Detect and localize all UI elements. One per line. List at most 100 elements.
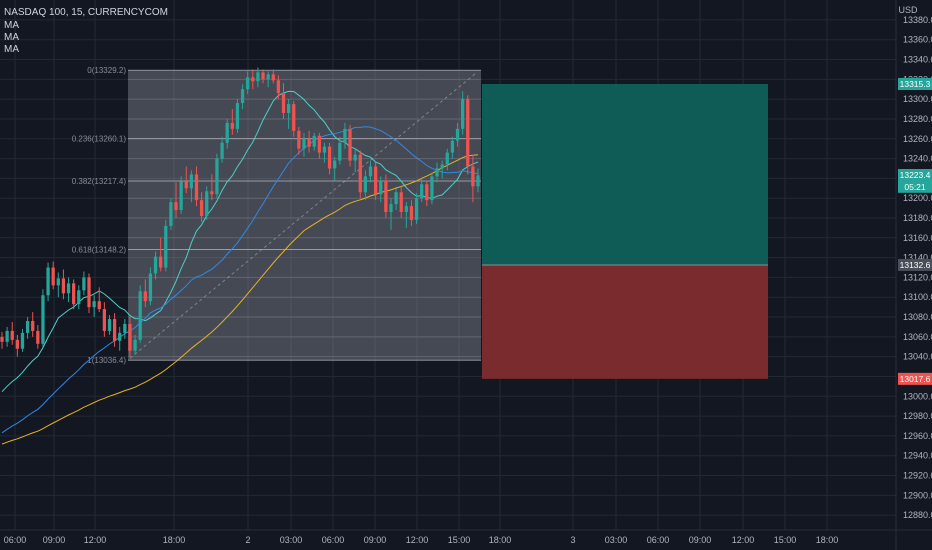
candle-body — [189, 174, 194, 189]
candle-body — [435, 168, 439, 177]
candle-body — [148, 273, 153, 302]
candle-body — [15, 339, 19, 349]
candle-body — [82, 277, 86, 291]
candle-body — [466, 99, 470, 167]
candle-body — [322, 146, 327, 153]
candle-body — [476, 175, 480, 187]
candle-body — [220, 142, 224, 159]
candle-body — [389, 204, 393, 213]
price-tag — [898, 180, 932, 193]
fib-retracement[interactable]: 0(13329.2) 0.236(13260.1) 0.382(13217.4) 0.… — [72, 66, 481, 365]
candle-body — [194, 174, 199, 201]
time-tick-label: 06:00 — [4, 535, 27, 545]
candle-body — [302, 138, 306, 149]
candle-body — [10, 330, 14, 340]
price-tick-label: 12960.0 — [903, 431, 932, 441]
candle-body — [235, 103, 240, 129]
price-tag-label: 13132.6 — [900, 260, 931, 270]
time-tick-label: 18:00 — [489, 535, 512, 545]
price-tick-label: 13000.0 — [903, 391, 932, 401]
candle-body — [297, 130, 301, 149]
candle-body — [394, 192, 398, 205]
candle-body — [102, 309, 107, 331]
indicator-ma-2[interactable]: MA — [4, 32, 19, 43]
candle-body — [107, 319, 112, 331]
candle-body — [312, 135, 316, 147]
fib-level-label: 0.618(13148.2) — [72, 245, 127, 254]
candle-body — [97, 301, 101, 310]
candle-body — [5, 330, 9, 342]
time-tick-label: 18:00 — [163, 535, 186, 545]
candle-body — [87, 277, 91, 308]
candle-body — [118, 332, 122, 341]
candle-body — [20, 332, 25, 349]
candle-body — [338, 142, 342, 161]
candle-body — [164, 225, 168, 268]
price-tick-label: 13300.0 — [903, 94, 932, 104]
currency-label[interactable]: USD — [898, 5, 918, 15]
candle-body — [307, 138, 311, 147]
price-tick-label: 13060.0 — [903, 332, 932, 342]
candle-body — [184, 181, 188, 189]
ma-slow-line — [1, 154, 479, 445]
price-tick-label: 12920.0 — [903, 471, 932, 481]
ma-fast-line — [1, 90, 479, 393]
candle-body — [25, 321, 30, 333]
candle-body — [292, 104, 296, 131]
time-tick-label: 06:00 — [647, 535, 670, 545]
price-tick-label: 12980.0 — [903, 411, 932, 421]
candle-body — [414, 198, 419, 220]
long-position-tool[interactable] — [482, 83, 768, 379]
fib-level-label: 0(13329.2) — [87, 66, 126, 75]
time-tick-label: 2 — [245, 535, 250, 545]
candle-body — [246, 77, 250, 90]
candle-body — [41, 295, 45, 344]
candle-body — [271, 74, 275, 81]
price-tick-label: 13380.0 — [903, 15, 932, 25]
candle-body — [153, 256, 158, 274]
price-tag-label: 05:21 — [904, 182, 926, 192]
symbol-title[interactable]: NASDAQ 100, 15, CURRENCYCOM — [4, 7, 168, 18]
candle-body — [327, 146, 332, 169]
candle-body — [455, 128, 460, 141]
candle-body — [215, 158, 219, 195]
candle-body — [36, 330, 40, 344]
price-tick-label: 13340.0 — [903, 55, 932, 65]
candle-body — [128, 323, 132, 351]
candle-body — [343, 128, 347, 143]
candle-body — [384, 180, 388, 213]
time-tick-label: 15:00 — [774, 535, 797, 545]
candle-body — [461, 99, 465, 129]
indicator-ma-1[interactable]: MA — [4, 20, 19, 31]
price-tags: 13315.3 13223.4 05:21 13132.6 13017.6 — [898, 77, 932, 385]
indicator-ma-3[interactable]: MA — [4, 44, 19, 55]
price-tick-label: 13160.0 — [903, 233, 932, 243]
candlestick-series — [0, 67, 480, 357]
candle-body — [112, 319, 117, 341]
candle-body — [0, 336, 4, 342]
candle-body — [353, 154, 357, 161]
candle-body — [133, 339, 137, 351]
price-tick-label: 13200.0 — [903, 193, 932, 203]
candle-body — [256, 72, 260, 82]
price-tick-label: 13140.0 — [903, 253, 932, 263]
price-tag — [898, 372, 932, 385]
price-tick-label: 12880.0 — [903, 510, 932, 520]
time-axis[interactable]: 06:00 09:00 12:00 18:00 2 03:00 06:00 09:00 12:0… — [4, 535, 839, 545]
candle-body — [317, 135, 321, 153]
candle-body — [92, 301, 96, 308]
candle-body — [399, 192, 403, 213]
candle-body — [373, 166, 378, 195]
candle-body — [425, 184, 429, 201]
time-tick-label: 09:00 — [689, 535, 712, 545]
candle-body — [276, 80, 281, 94]
candle-body — [66, 283, 71, 294]
candle-body — [333, 160, 337, 169]
candle-body — [363, 176, 368, 193]
candle-body — [77, 290, 81, 305]
candle-body — [179, 181, 183, 211]
candle-body — [123, 323, 127, 333]
candle-body — [56, 278, 60, 286]
candle-body — [210, 191, 214, 195]
